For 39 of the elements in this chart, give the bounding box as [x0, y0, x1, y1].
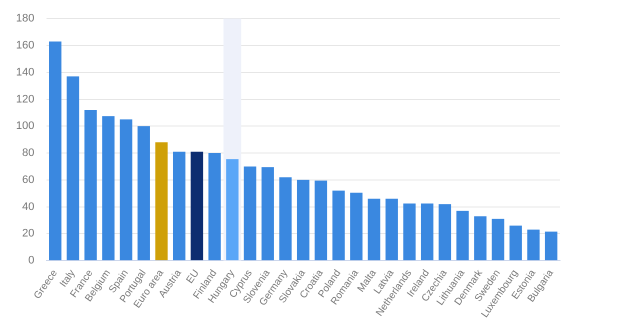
y-tick-label: 100	[16, 120, 34, 132]
bar	[456, 210, 469, 260]
bar	[332, 190, 345, 260]
bar	[420, 203, 434, 260]
y-tick-label: 120	[16, 93, 34, 106]
y-tick-label: 0	[28, 254, 34, 267]
y-tick-label: 160	[16, 40, 34, 52]
bar	[138, 126, 150, 260]
bar	[544, 232, 558, 260]
bar	[226, 159, 239, 260]
bar	[66, 76, 80, 260]
bar	[368, 198, 380, 260]
bar	[262, 167, 274, 260]
bar	[190, 152, 204, 260]
bar	[527, 230, 540, 260]
bar	[244, 166, 256, 260]
bar	[296, 180, 310, 260]
y-tick-label: 180	[16, 12, 34, 25]
bar	[350, 192, 363, 260]
bar	[155, 142, 168, 260]
bar	[438, 204, 452, 260]
y-tick-label: 40	[22, 200, 34, 213]
bar	[510, 226, 522, 260]
bar	[474, 216, 486, 260]
bar	[492, 218, 504, 260]
y-tick-label: 20	[22, 228, 34, 240]
bar	[84, 110, 97, 260]
y-tick-label: 60	[22, 174, 34, 186]
y-tick-label: 80	[22, 147, 34, 160]
bar	[208, 153, 221, 260]
bar	[279, 177, 292, 260]
bar	[49, 41, 62, 260]
bar	[314, 180, 328, 260]
y-tick-label: 140	[16, 66, 34, 78]
bar	[120, 119, 132, 260]
bar	[403, 203, 416, 260]
bar	[172, 152, 186, 260]
bar	[102, 116, 115, 260]
bar	[386, 198, 398, 260]
